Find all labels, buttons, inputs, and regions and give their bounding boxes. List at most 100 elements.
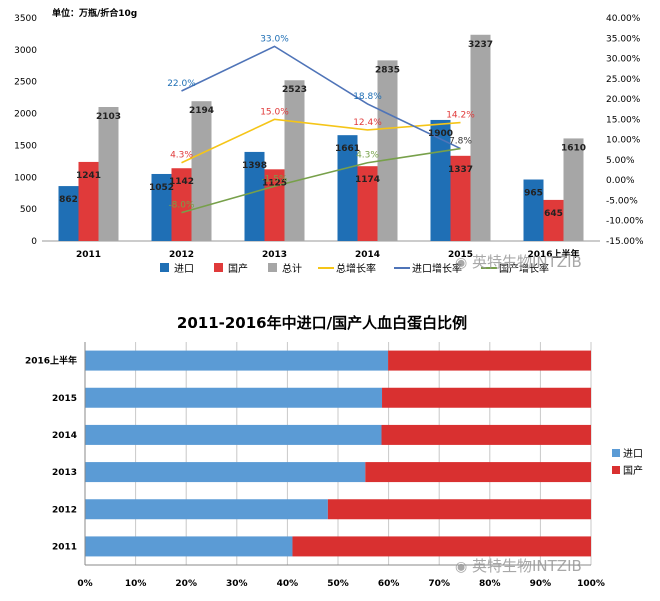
legend-label: 进口 (174, 263, 194, 275)
x-tick-label: 20% (175, 579, 197, 589)
bar-value-label: 1241 (76, 171, 101, 181)
x-tick-label: 0% (77, 579, 92, 589)
y-tick-label: 2012 (52, 505, 77, 515)
y-right-tick-label: 0.00% (606, 176, 635, 186)
bar-总计 (191, 101, 212, 242)
legend-label: 总增长率 (336, 262, 376, 275)
bar-value-label: 2523 (282, 85, 307, 95)
combo-chart: 单位：万瓶/折合10g 0 500 1000 1500 2000 2500 3000 3500 -… (14, 7, 644, 275)
bar-进口 (85, 424, 382, 445)
point-value-label: 4.3% (356, 151, 379, 161)
bar-国产 (381, 424, 591, 445)
bar-国产 (388, 350, 591, 371)
bar-进口 (244, 151, 265, 241)
bar-国产 (357, 166, 378, 241)
bar-国产 (365, 462, 591, 483)
legend-label: 总计 (282, 262, 302, 275)
y-right-tick-label: -10.00% (606, 217, 644, 227)
line-总增长率 (181, 118, 461, 164)
point-value-label: 22.0% (167, 79, 196, 89)
bar-value-label: 2835 (375, 65, 400, 75)
bar-进口 (337, 135, 358, 241)
bar-value-label: 1610 (561, 143, 586, 153)
bar-总计 (563, 138, 584, 241)
bar-value-label: 862 (59, 195, 78, 205)
legend-label: 国产增长率 (499, 262, 549, 275)
y-right-tick-label: 35.00% (606, 34, 641, 44)
y-tick-label: 2016上半年 (25, 355, 77, 367)
y-left-tick-label: 2000 (14, 110, 37, 120)
x-tick-label: 2014 (355, 250, 380, 260)
bar-进口 (58, 186, 79, 241)
legend-swatch (268, 263, 277, 272)
point-value-label: 7.8% (449, 137, 472, 147)
bar-国产 (543, 199, 564, 241)
wechat-icon: ◉ (455, 559, 468, 575)
bar-国产 (450, 155, 471, 241)
x-tick-label: 60% (378, 579, 400, 589)
x-tick-label: 80% (479, 579, 501, 589)
bar-value-label: 1142 (169, 177, 194, 187)
legend-swatch (612, 466, 620, 474)
bar-进口 (85, 387, 383, 408)
bar-总计 (98, 107, 119, 242)
bar-国产 (382, 387, 591, 408)
bar-总计 (284, 80, 305, 241)
x-tick-label: 2016上半年 (527, 248, 579, 260)
point-value-label: 4.3% (170, 151, 193, 161)
x-tick-label: 90% (530, 579, 552, 589)
point-value-label: -1.5% (261, 174, 288, 184)
x-tick-label: 100% (577, 579, 605, 589)
wechat-icon: ◉ (455, 255, 468, 271)
y-right-tick-label: 5.00% (606, 156, 635, 166)
bar-value-label: 2194 (189, 106, 214, 116)
bar-value-label: 965 (524, 189, 543, 199)
x-tick-label: 2011 (76, 250, 101, 260)
y-left-tick-label: 2500 (14, 78, 37, 88)
x-tick-label: 2015 (448, 250, 473, 260)
bar-进口 (85, 499, 328, 520)
point-value-label: 18.8% (353, 92, 382, 102)
bar-value-label: 1125 (262, 178, 287, 188)
line-国产增长率 (181, 147, 461, 214)
bar-进口 (151, 173, 172, 241)
y-left-tick-label: 1000 (14, 173, 37, 183)
legend-swatch (160, 263, 169, 272)
x-tick-label: 2013 (262, 250, 287, 260)
y-right-tick-label: 20.00% (606, 95, 641, 105)
bar-进口 (85, 462, 366, 483)
legend-swatch (214, 263, 223, 272)
y-right-tick-label: 10.00% (606, 136, 641, 146)
y-right-tick-label: -5.00% (606, 196, 638, 206)
watermark-text: 英特生物INTZIB (472, 557, 582, 575)
bar-value-label: 1398 (242, 161, 267, 171)
watermark-text: 英特生物INTZIB (472, 253, 582, 271)
x-tick-label: 2012 (169, 250, 194, 260)
y-tick-label: 2013 (52, 468, 77, 478)
legend-label: 进口 (623, 448, 643, 460)
x-tick-label: 10% (125, 579, 147, 589)
legend-swatch (612, 449, 620, 457)
y-left-tick-label: 1500 (14, 141, 37, 151)
bar-value-label: 1174 (355, 175, 380, 185)
point-value-label: 14.2% (446, 111, 475, 121)
watermark-top: ◉ 英特生物INTZIB (455, 251, 582, 272)
y-right-tick-label: 40.00% (606, 14, 641, 24)
y-left-tick-label: 3000 (14, 46, 37, 56)
y-left-tick-label: 3500 (14, 14, 37, 24)
x-tick-label: 40% (277, 579, 299, 589)
legend-label: 国产 (623, 464, 643, 477)
point-value-label: 15.0% (260, 107, 289, 117)
bar-value-label: 3237 (468, 40, 493, 50)
unit-label: 单位：万瓶/折合10g (52, 7, 137, 19)
bar-value-label: 1052 (149, 183, 174, 193)
x-tick-label: 50% (327, 579, 349, 589)
ratio-chart: 2011-2016年中进口/国产人血白蛋白比例 0% 10% 20% 30% 40% 50%… (25, 314, 643, 589)
bar-国产 (327, 499, 591, 520)
watermark-bottom: ◉ 英特生物INTZIB (455, 555, 582, 576)
x-tick-label: 30% (226, 579, 248, 589)
bar-value-label: 1900 (428, 129, 453, 139)
y-right-tick-label: 15.00% (606, 115, 641, 125)
y-right-tick-label: 25.00% (606, 75, 641, 85)
